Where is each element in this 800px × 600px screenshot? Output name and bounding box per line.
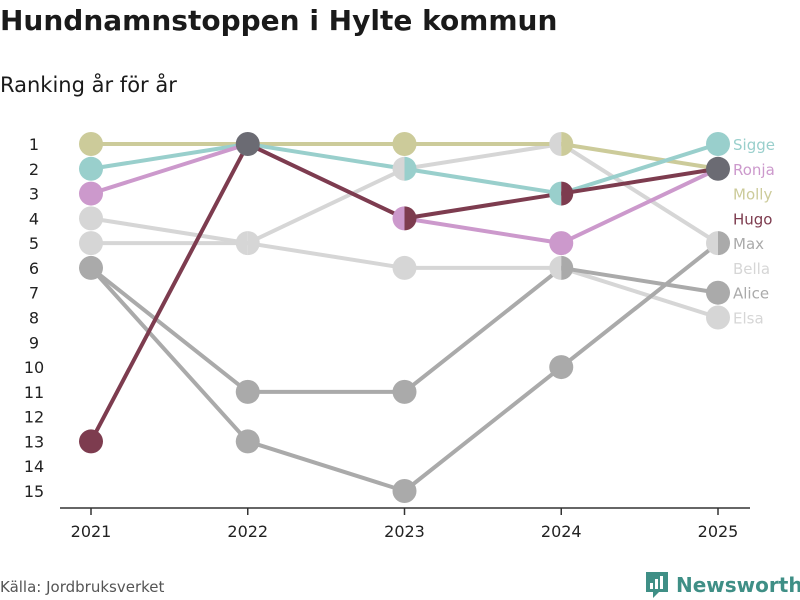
data-point-hugo bbox=[79, 429, 103, 454]
series-line-bella bbox=[91, 241, 719, 320]
y-tick-label: 7 bbox=[29, 284, 39, 303]
data-point-sigge bbox=[706, 132, 730, 156]
legend: Sigge Ronja Molly Hugo Max Bella Alice Elsa bbox=[733, 136, 775, 328]
data-point-max bbox=[392, 479, 417, 503]
data-point-molly bbox=[79, 132, 103, 156]
series-lines bbox=[89, 142, 720, 493]
data-point-alice bbox=[392, 379, 417, 404]
chart-subtitle: Ranking år för år bbox=[0, 73, 177, 97]
y-tick-label: 14 bbox=[24, 457, 44, 476]
data-point-ronja bbox=[79, 181, 103, 206]
data-point-hugo bbox=[561, 181, 574, 206]
y-tick-label: 11 bbox=[24, 383, 44, 402]
legend-label-molly: Molly bbox=[733, 186, 772, 204]
source-note: Källa: Jordbruksverket bbox=[0, 578, 165, 596]
data-point-max bbox=[549, 355, 574, 380]
y-tick-label: 5 bbox=[29, 234, 39, 253]
data-point-elsa bbox=[706, 231, 718, 256]
data-point-elsa bbox=[392, 156, 405, 181]
data-point-bella bbox=[79, 231, 103, 256]
y-tick-label: 8 bbox=[29, 309, 39, 328]
data-point-shared bbox=[706, 156, 730, 181]
data-point-bella bbox=[706, 305, 730, 330]
legend-label-elsa: Elsa bbox=[733, 310, 764, 328]
series-line-max bbox=[89, 241, 720, 493]
y-tick-label: 13 bbox=[24, 432, 44, 451]
data-point-hugo bbox=[404, 206, 417, 231]
x-tick-label: 2024 bbox=[541, 522, 582, 541]
y-tick-label: 3 bbox=[29, 185, 39, 204]
data-point-ronja bbox=[549, 231, 574, 256]
y-tick-label: 2 bbox=[29, 160, 39, 179]
legend-label-ronja: Ronja bbox=[733, 161, 775, 179]
data-point-max bbox=[91, 255, 104, 280]
data-point-bella bbox=[549, 255, 562, 280]
data-point-elsa bbox=[79, 206, 103, 231]
data-point-max bbox=[718, 231, 730, 256]
data-point-elsa bbox=[235, 231, 248, 256]
data-point-bella bbox=[247, 231, 260, 256]
data-point-bella bbox=[392, 255, 417, 280]
data-point-alice bbox=[79, 255, 91, 280]
data-point-shared bbox=[235, 132, 260, 156]
data-point-alice bbox=[706, 280, 730, 305]
chart-title: Hundnamnstoppen i Hylte kommun bbox=[0, 4, 558, 37]
data-point-sigge bbox=[79, 156, 103, 181]
data-point-ronja bbox=[392, 206, 405, 231]
newsworthy-logo-icon bbox=[646, 572, 668, 598]
legend-label-alice: Alice bbox=[733, 285, 769, 303]
y-tick-label: 4 bbox=[29, 209, 39, 228]
x-tick-label: 2022 bbox=[227, 522, 268, 541]
legend-label-hugo: Hugo bbox=[733, 210, 773, 228]
x-tick-label: 2021 bbox=[71, 522, 112, 541]
legend-label-sigge: Sigge bbox=[733, 136, 775, 154]
brand-name: Newsworthy bbox=[676, 573, 800, 597]
legend-label-max: Max bbox=[733, 235, 764, 253]
y-tick-label: 12 bbox=[24, 408, 44, 427]
x-tick-label: 2025 bbox=[698, 522, 739, 541]
data-point-molly bbox=[392, 132, 417, 156]
y-tick-label: 1 bbox=[29, 135, 39, 154]
y-tick-label: 15 bbox=[24, 482, 44, 501]
series-points bbox=[79, 132, 730, 503]
x-tick-label: 2023 bbox=[384, 522, 425, 541]
data-point-sigge bbox=[404, 156, 417, 181]
data-point-elsa bbox=[549, 132, 562, 156]
brand-logo: Newsworthy bbox=[644, 570, 800, 600]
y-tick-label: 6 bbox=[29, 259, 39, 278]
data-point-sigge bbox=[549, 181, 562, 206]
y-tick-label: 10 bbox=[24, 358, 44, 377]
legend-label-bella: Bella bbox=[733, 260, 770, 278]
data-point-max bbox=[235, 429, 260, 454]
data-point-molly bbox=[561, 132, 574, 156]
data-point-alice bbox=[561, 255, 574, 280]
y-tick-label: 9 bbox=[29, 333, 39, 352]
data-point-alice bbox=[235, 379, 260, 404]
